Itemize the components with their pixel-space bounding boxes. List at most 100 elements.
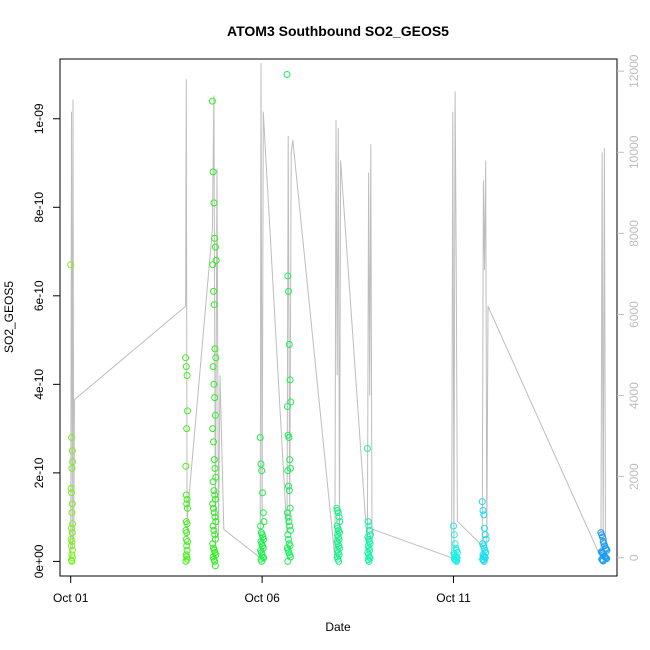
data-point (209, 500, 217, 508)
data-point (453, 557, 461, 565)
data-point (182, 354, 190, 362)
data-point (452, 557, 460, 564)
data-point (182, 462, 190, 470)
data-point (257, 460, 265, 468)
data-point (209, 478, 217, 486)
data-point (183, 500, 191, 508)
data-point (68, 500, 76, 508)
data-point (286, 456, 294, 464)
data-point (364, 518, 372, 526)
data-point (481, 531, 489, 539)
data-point (68, 447, 76, 455)
data-point (334, 509, 342, 517)
y-right-tick-label: 10000 (627, 135, 641, 169)
data-point (210, 301, 218, 309)
point-group-7 (450, 522, 461, 565)
data-point (258, 467, 266, 475)
point-group-6 (363, 445, 374, 565)
point-group-4 (283, 71, 295, 565)
data-point (68, 509, 76, 517)
data-point (209, 261, 217, 269)
data-point (286, 522, 294, 530)
data-point (257, 522, 265, 530)
data-point (210, 456, 218, 464)
data-point (598, 555, 606, 563)
y-right-tick-label: 0 (627, 554, 641, 561)
data-point (183, 546, 191, 554)
y-tick-label: 1e-09 (32, 103, 46, 134)
data-point (599, 557, 607, 565)
data-point (68, 464, 76, 472)
series-layer (67, 63, 611, 570)
data-point (366, 554, 374, 562)
data-point (67, 261, 75, 269)
data-point (285, 287, 292, 295)
data-point (599, 556, 606, 564)
data-point (210, 380, 218, 388)
data-point (211, 464, 219, 472)
data-point (259, 489, 266, 497)
data-point (450, 522, 457, 530)
y-right-tick-label: 4000 (627, 382, 641, 409)
data-point (283, 71, 291, 78)
point-group-9 (597, 529, 611, 565)
data-point (209, 363, 217, 371)
data-point (209, 168, 217, 176)
data-point (285, 482, 292, 490)
data-point (209, 425, 217, 433)
x-tick-label: Oct 11 (436, 591, 471, 605)
data-point (287, 398, 295, 406)
data-point (211, 491, 219, 499)
x-axis-label: Date (325, 620, 351, 634)
data-point (603, 555, 611, 563)
data-point (285, 518, 293, 526)
data-point (286, 376, 294, 384)
data-point (211, 394, 219, 402)
data-point (67, 484, 75, 492)
point-group-3 (256, 434, 268, 565)
data-point (183, 425, 191, 433)
point-group-2 (208, 97, 220, 570)
data-point (283, 403, 291, 410)
data-point (283, 509, 291, 517)
data-point (365, 557, 373, 565)
data-point (285, 341, 293, 348)
data-point (599, 533, 606, 541)
data-point (480, 552, 488, 560)
y-tick-label: 6e-10 (32, 280, 46, 311)
y-axis-label: SO2_GEOS5 (2, 281, 16, 353)
data-point (479, 556, 487, 564)
data-point (69, 458, 77, 466)
data-point (211, 513, 219, 521)
point-group-5 (333, 504, 344, 565)
data-point (480, 557, 488, 565)
data-point (336, 544, 343, 552)
data-point (184, 504, 191, 512)
data-point (183, 542, 191, 550)
data-point (260, 518, 268, 526)
data-point (184, 407, 191, 415)
data-point (183, 372, 191, 379)
chart-title: ATOM3 Southbound SO2_GEOS5 (227, 23, 449, 39)
data-point (211, 531, 219, 539)
data-point (256, 434, 264, 441)
data-point (210, 504, 217, 512)
data-point (259, 509, 267, 517)
data-point (212, 256, 220, 264)
data-point (182, 363, 190, 371)
data-point (366, 540, 374, 548)
data-point (365, 522, 373, 530)
data-point (284, 513, 292, 521)
data-point (336, 529, 343, 537)
data-point (210, 526, 218, 534)
y-tick-label: 8e-10 (32, 192, 46, 223)
y-tick-label: 2e-10 (32, 457, 46, 488)
flight-track-line (70, 63, 608, 559)
data-point (284, 557, 292, 565)
data-point (480, 511, 488, 519)
data-point (335, 513, 343, 521)
data-point (208, 97, 216, 105)
data-point (210, 509, 218, 517)
